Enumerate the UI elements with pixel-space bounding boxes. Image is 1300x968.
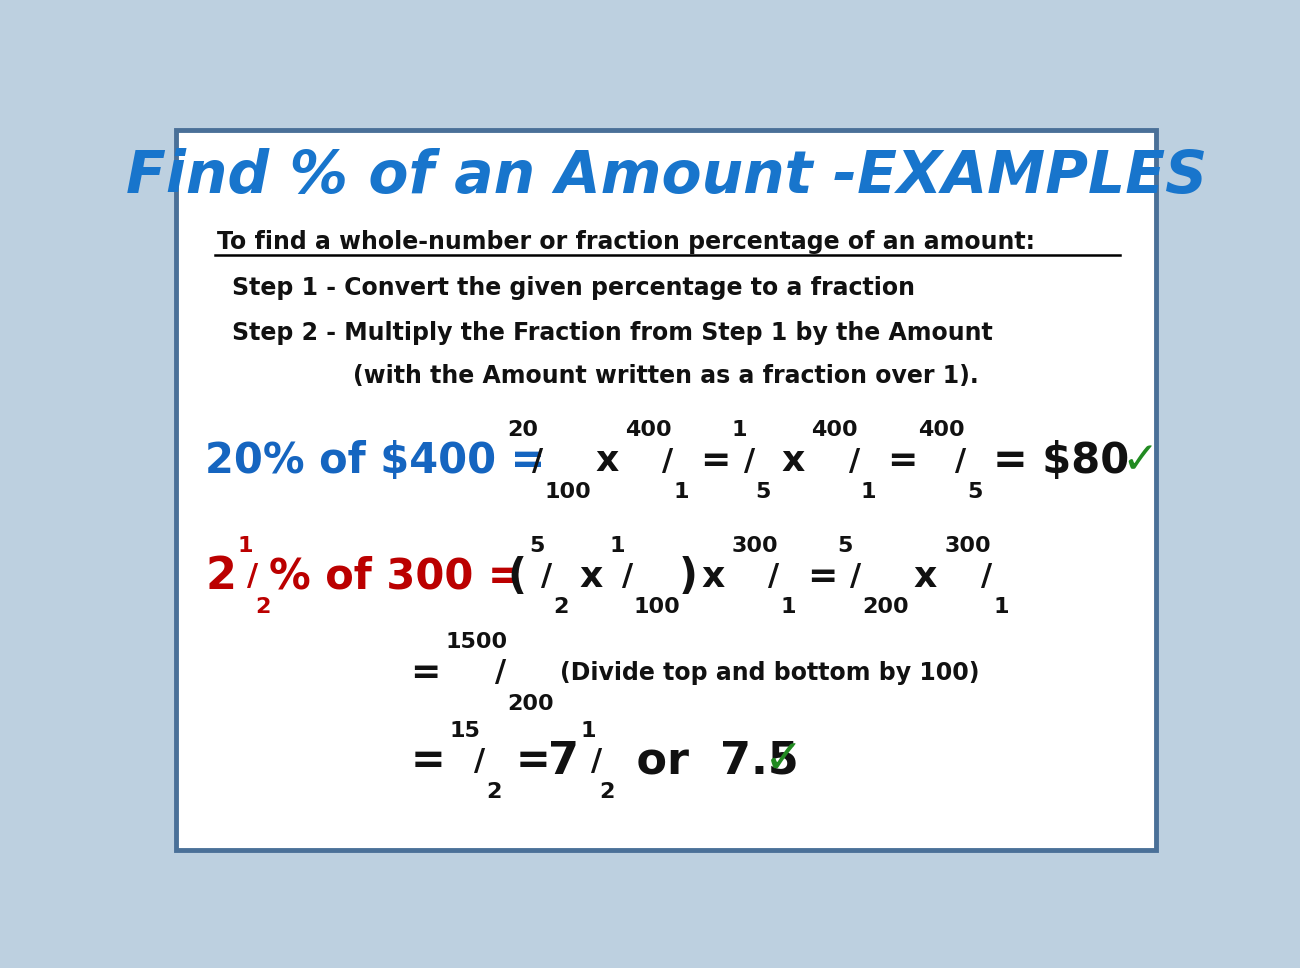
Text: 1: 1: [993, 597, 1009, 618]
Text: 1: 1: [861, 482, 876, 502]
Text: 400: 400: [918, 420, 965, 440]
Text: =: =: [887, 444, 918, 478]
Text: 300: 300: [731, 536, 777, 556]
Text: x: x: [595, 444, 619, 478]
Text: /: /: [495, 658, 506, 687]
Text: 1: 1: [238, 536, 254, 556]
Text: =: =: [411, 741, 445, 782]
Text: x: x: [781, 444, 805, 478]
Text: /: /: [247, 562, 259, 591]
Text: 2: 2: [205, 555, 237, 598]
Text: 20: 20: [507, 420, 538, 440]
Text: /: /: [621, 562, 633, 591]
Text: % of 300 =: % of 300 =: [269, 556, 538, 597]
Text: 2: 2: [554, 597, 569, 618]
Text: 2: 2: [486, 782, 502, 802]
Text: /: /: [768, 562, 780, 591]
Text: 15: 15: [450, 720, 480, 741]
Text: /: /: [744, 446, 755, 475]
Text: =: =: [807, 560, 837, 593]
Text: x: x: [702, 560, 725, 593]
Text: 300: 300: [944, 536, 991, 556]
Text: x: x: [580, 560, 603, 593]
Text: 20% of $400 =: 20% of $400 =: [205, 440, 560, 482]
Text: 100: 100: [545, 482, 592, 502]
Text: 1: 1: [780, 597, 796, 618]
Text: 200: 200: [507, 694, 554, 713]
Text: ✓: ✓: [1121, 439, 1158, 483]
Text: 1: 1: [731, 420, 746, 440]
Text: /: /: [590, 747, 602, 776]
Text: =: =: [701, 444, 731, 478]
Text: To find a whole-number or fraction percentage of an amount:: To find a whole-number or fraction perce…: [217, 229, 1035, 254]
Text: 400: 400: [811, 420, 858, 440]
Text: 1: 1: [610, 536, 625, 556]
Text: 5: 5: [967, 482, 983, 502]
Text: /: /: [849, 446, 859, 475]
FancyBboxPatch shape: [177, 130, 1156, 850]
Text: /: /: [850, 562, 861, 591]
Text: 1: 1: [673, 482, 689, 502]
Text: Step 2 - Multiply the Fraction from Step 1 by the Amount: Step 2 - Multiply the Fraction from Step…: [233, 320, 993, 345]
Text: 1: 1: [581, 720, 595, 741]
Text: (with the Amount written as a fraction over 1).: (with the Amount written as a fraction o…: [354, 364, 979, 388]
Text: 2: 2: [256, 597, 270, 618]
Text: =: =: [515, 741, 550, 782]
Text: /: /: [474, 747, 485, 776]
Text: /: /: [532, 446, 543, 475]
Text: 5: 5: [755, 482, 771, 502]
Text: 5: 5: [837, 536, 853, 556]
Text: (Divide top and bottom by 100): (Divide top and bottom by 100): [559, 661, 979, 685]
Text: /: /: [982, 562, 992, 591]
Text: /: /: [662, 446, 673, 475]
Text: /: /: [542, 562, 552, 591]
Text: (: (: [507, 556, 526, 597]
Text: 2: 2: [599, 782, 615, 802]
Text: /: /: [956, 446, 966, 475]
Text: 5: 5: [529, 536, 545, 556]
Text: ✓: ✓: [764, 739, 803, 784]
Text: 100: 100: [633, 597, 680, 618]
Text: 1500: 1500: [446, 632, 507, 652]
Text: 7: 7: [549, 740, 578, 783]
Text: x: x: [913, 560, 936, 593]
Text: Step 1 - Convert the given percentage to a fraction: Step 1 - Convert the given percentage to…: [233, 276, 915, 300]
Text: 200: 200: [862, 597, 909, 618]
Text: = $80: = $80: [993, 440, 1130, 482]
Text: =: =: [411, 656, 441, 690]
Text: or  7.5: or 7.5: [621, 740, 798, 783]
Text: 400: 400: [625, 420, 671, 440]
Text: ): ): [679, 556, 698, 597]
Text: Find % of an Amount -EXAMPLES: Find % of an Amount -EXAMPLES: [126, 148, 1206, 204]
